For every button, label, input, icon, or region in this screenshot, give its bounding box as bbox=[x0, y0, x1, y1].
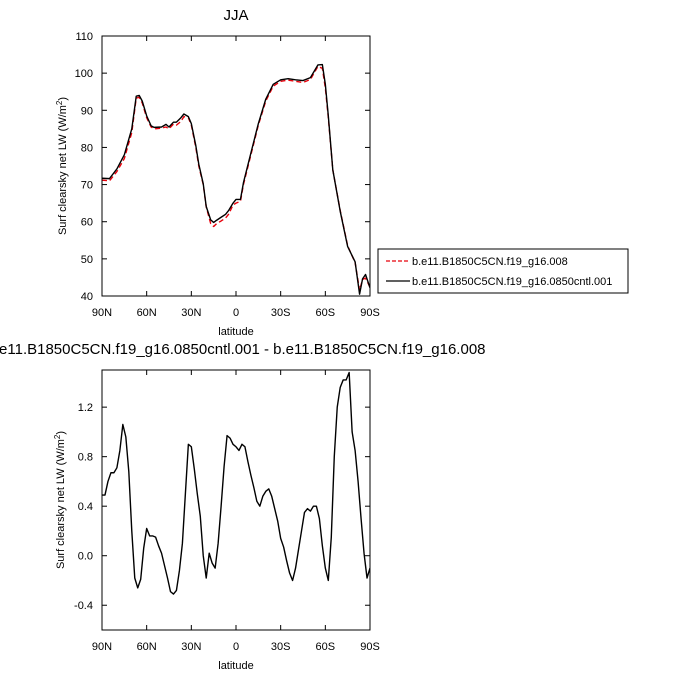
legend-box bbox=[377, 248, 629, 294]
bottom-x-tick-label: 30S bbox=[271, 641, 291, 653]
top-x-tick-label: 30N bbox=[181, 307, 201, 319]
bottom-y-tick-label: -0.4 bbox=[74, 600, 93, 612]
top-series-line-2 bbox=[102, 63, 370, 295]
legend: b.e11.B1850C5CN.f19_g16.008 b.e11.B1850C… bbox=[377, 248, 629, 294]
bottom-x-tick-label: 30N bbox=[181, 641, 201, 653]
top-x-axis-label: latitude bbox=[218, 326, 253, 338]
top-plot-area: 90N 60N 30N 0 30S 60S 90S 40 50 60 70 80 90 100 110 bbox=[75, 31, 380, 319]
bottom-y-tick-label: 1.2 bbox=[78, 402, 93, 414]
bottom-panel: b.e11.B1850C5CN.f19_g16.0850cntl.001 - b… bbox=[0, 341, 485, 672]
top-y-tick-label: 40 bbox=[81, 291, 93, 303]
top-y-axis-label-main: Surf clearsky net LW (W/m bbox=[57, 105, 69, 235]
bottom-x-tick-label: 0 bbox=[233, 641, 239, 653]
top-y-tick-label: 60 bbox=[81, 217, 93, 229]
top-y-tick-label: 90 bbox=[81, 105, 93, 117]
top-panel: JJA 90N 60N 30N 0 30S 60S 90S 40 50 60 70 80 90 100 11… bbox=[55, 7, 629, 338]
bottom-x-tick-label: 90S bbox=[360, 641, 380, 653]
bottom-y-axis-label: Surf clearsky net LW (W/m2) bbox=[53, 431, 67, 569]
bottom-plot-area: 90N 60N 30N 0 30S 60S 90S -0.4 0.0 0.4 0.8 1.2 bbox=[74, 370, 380, 653]
top-y-axis-label: Surf clearsky net LW (W/m2) bbox=[55, 97, 69, 235]
bottom-y-axis-label-main: Surf clearsky net LW (W/m bbox=[55, 439, 67, 569]
bottom-y-axis-label-close: ) bbox=[55, 431, 67, 435]
bottom-series-line-1 bbox=[102, 371, 370, 595]
top-x-tick-label: 90S bbox=[360, 307, 380, 319]
legend-entry-2: b.e11.B1850C5CN.f19_g16.0850cntl.001 bbox=[412, 276, 612, 288]
top-y-tick-label: 100 bbox=[75, 68, 93, 80]
top-x-tick-label: 90N bbox=[92, 307, 112, 319]
top-x-tick-label: 60S bbox=[316, 307, 336, 319]
top-y-tick-label: 80 bbox=[81, 142, 93, 154]
bottom-plot-frame bbox=[101, 369, 371, 631]
top-x-tick-label: 0 bbox=[233, 307, 239, 319]
bottom-x-tick-label: 60S bbox=[316, 641, 336, 653]
top-plot-frame bbox=[101, 35, 371, 297]
bottom-chart-title: b.e11.B1850C5CN.f19_g16.0850cntl.001 - b… bbox=[0, 341, 485, 358]
bottom-x-axis-label: latitude bbox=[218, 660, 253, 672]
top-x-tick-label: 60N bbox=[137, 307, 157, 319]
top-y-tick-label: 110 bbox=[75, 31, 93, 43]
top-y-tick-label: 50 bbox=[81, 254, 93, 266]
top-x-tick-label: 30S bbox=[271, 307, 291, 319]
top-y-axis-label-sup: 2 bbox=[55, 100, 64, 105]
top-y-axis-label-close: ) bbox=[57, 97, 69, 101]
bottom-x-tick-label: 60N bbox=[137, 641, 157, 653]
bottom-y-tick-label: 0.4 bbox=[78, 501, 93, 513]
bottom-x-tick-label: 90N bbox=[92, 641, 112, 653]
top-chart-title: JJA bbox=[223, 7, 248, 24]
bottom-y-tick-label: 0.8 bbox=[78, 452, 93, 464]
legend-entry-1: b.e11.B1850C5CN.f19_g16.008 bbox=[412, 256, 568, 268]
top-series-line-1 bbox=[102, 65, 370, 292]
bottom-y-tick-label: 0.0 bbox=[78, 551, 93, 563]
bottom-y-axis-label-sup: 2 bbox=[53, 434, 62, 439]
top-y-tick-label: 70 bbox=[81, 180, 93, 192]
